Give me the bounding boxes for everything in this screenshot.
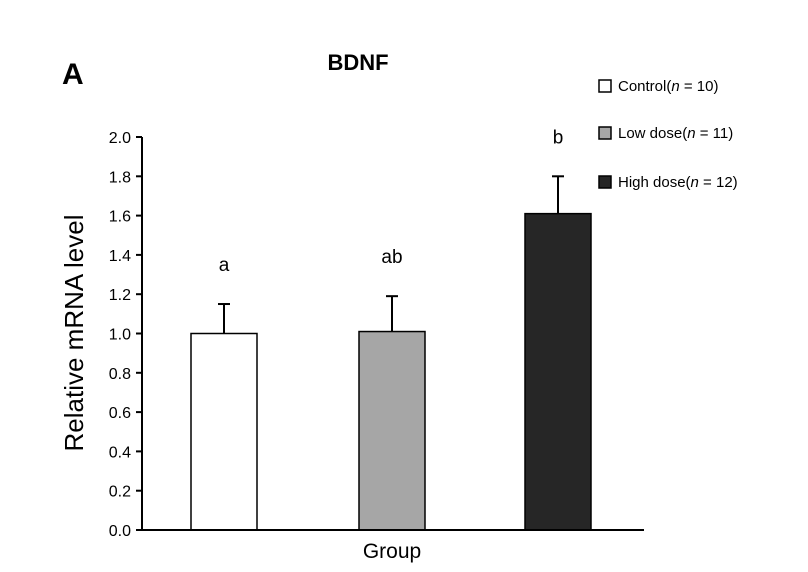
bar (524, 212, 592, 531)
y-tick-label: 0.6 (109, 405, 131, 422)
legend-swatch (598, 126, 612, 140)
legend-group-text: High dose( (618, 174, 691, 191)
y-tick-label: 1.0 (109, 327, 131, 344)
bar (358, 330, 426, 531)
significance-label: a (219, 255, 230, 276)
y-tick-label: 0.2 (109, 484, 131, 501)
y-tick-label: 2.0 (109, 130, 131, 147)
bars: a ab b (190, 127, 592, 531)
y-tick-label: 1.2 (109, 287, 131, 304)
legend-group-text: Low dose( (618, 125, 687, 142)
legend-swatch (598, 79, 612, 93)
legend-n-symbol: n (687, 125, 695, 142)
bar (190, 332, 258, 531)
y-axis-label: Relative mRNA level (59, 215, 89, 452)
y-tick-label: 0.4 (109, 444, 131, 461)
significance-label: b (553, 127, 564, 148)
legend-label: High dose(n = 12) (618, 174, 738, 191)
legend-label: Control(n = 10) (618, 78, 718, 95)
y-axis-ticks: 0.0 0.2 0.4 0.6 0.8 1.0 1.2 1.4 1.6 1.8 2.0 (109, 130, 142, 540)
panel-letter: A (62, 58, 84, 91)
legend-n-symbol: n (671, 78, 679, 95)
legend-n-symbol: n (691, 174, 699, 191)
legend-label: Low dose(n = 11) (618, 125, 733, 142)
y-tick-label: 0.8 (109, 366, 131, 383)
y-tick-label: 0.0 (109, 523, 131, 540)
significance-label: ab (381, 247, 402, 268)
chart-title: BDNF (327, 50, 388, 75)
legend-n-value: = 12) (699, 174, 738, 191)
y-tick-label: 1.4 (109, 248, 131, 265)
legend-n-value: = 11) (696, 125, 734, 142)
legend-group-text: Control( (618, 78, 671, 95)
legend: Control(n = 10)Low dose(n = 11)High dose… (598, 78, 738, 191)
y-tick-label: 1.6 (109, 209, 131, 226)
legend-swatch (598, 175, 612, 189)
y-tick-label: 1.8 (109, 169, 131, 186)
legend-n-value: = 10) (680, 78, 719, 95)
x-axis-label: Group (363, 540, 421, 563)
